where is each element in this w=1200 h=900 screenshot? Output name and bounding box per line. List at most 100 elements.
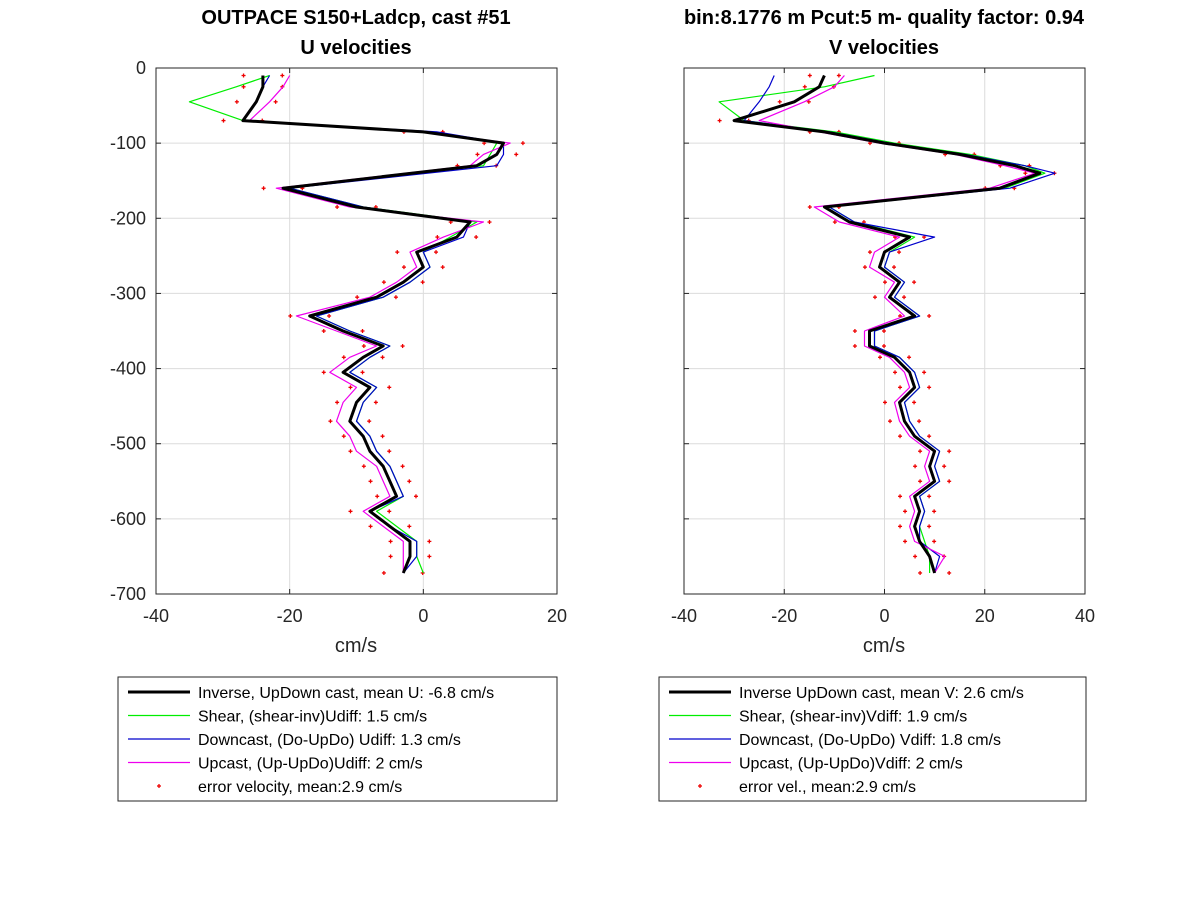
x-tick-label: 0	[879, 606, 889, 626]
error-point-low	[807, 73, 812, 78]
error-point-low	[777, 99, 782, 104]
left-legend: Inverse, UpDown cast, mean U: -6.8 cm/s S…	[117, 676, 558, 802]
right-subtitle: V velocities	[829, 37, 939, 59]
error-point-low	[335, 400, 340, 405]
error-point-high	[407, 479, 412, 484]
error-point-high	[912, 400, 917, 405]
error-point-high	[917, 419, 922, 424]
error-point-high	[912, 280, 917, 285]
error-point-high	[400, 344, 405, 349]
y-tick-label: 0	[136, 58, 146, 78]
y-tick-label: -300	[110, 283, 146, 303]
error-point-low	[368, 479, 373, 484]
error-point-high	[387, 509, 392, 514]
error-point-low	[395, 250, 400, 255]
error-point-low	[475, 152, 480, 157]
error-point-low	[435, 235, 440, 240]
y-tick-label: -500	[110, 434, 146, 454]
error-point-high	[407, 524, 412, 529]
error-point-high	[932, 509, 937, 514]
error-point-low	[872, 295, 877, 300]
error-point-high	[440, 265, 445, 270]
error-point-low	[361, 344, 366, 349]
legend-entry-label: Shear, (shear-inv)Vdiff: 1.9 cm/s	[739, 709, 967, 726]
legend-error-marker	[157, 784, 161, 788]
y-tick-label: -200	[110, 208, 146, 228]
x-tick-label: -20	[771, 606, 797, 626]
error-point-high	[881, 344, 886, 349]
error-point-high	[520, 141, 525, 146]
error-point-low	[355, 295, 360, 300]
left-grid	[155, 67, 558, 595]
legend-entry-label: Downcast, (Do-UpDo) Vdiff: 1.8 cm/s	[739, 732, 1001, 749]
error-point-low	[883, 280, 888, 285]
error-point-high	[947, 570, 952, 575]
right-series	[717, 73, 1057, 575]
error-point-low	[918, 479, 923, 484]
error-point-low	[221, 118, 226, 123]
downcast-series-line	[743, 75, 1056, 574]
inverse-series-line	[732, 74, 1042, 574]
error-point-low	[381, 280, 386, 285]
error-point-high	[902, 295, 907, 300]
error-point-high	[273, 99, 278, 104]
error-point-high	[434, 250, 439, 255]
error-point-low	[348, 449, 353, 454]
error-point-high	[360, 329, 365, 333]
y-tick-label: -100	[110, 133, 146, 153]
error-point-high	[927, 494, 932, 499]
error-point-low	[381, 570, 386, 575]
error-point-high	[947, 479, 952, 484]
legend-box	[117, 676, 558, 802]
legend-entry-label: error vel., mean:2.9 cm/s	[739, 779, 916, 796]
error-point-low	[341, 434, 346, 439]
left-x-ticks: -40 -20 0 20	[143, 68, 567, 626]
right-y-ticks	[684, 67, 1085, 595]
error-point-high	[400, 464, 405, 469]
x-tick-label: -20	[277, 606, 303, 626]
error-point-low	[717, 118, 722, 123]
right-x-ticks: -40 -20 0 20 40	[671, 68, 1095, 626]
error-point-low	[361, 464, 366, 469]
error-point-low	[898, 524, 903, 529]
error-point-low	[368, 524, 373, 529]
error-point-low	[241, 73, 246, 78]
upcast-series-line	[758, 75, 1036, 574]
error-point-high	[942, 464, 947, 469]
error-point-high	[836, 73, 841, 78]
u-velocity-panel: OUTPACE S150+Ladcp, cast #51 U velocitie…	[110, 7, 567, 802]
error-point-low	[328, 419, 333, 424]
left-y-ticks: 0 -100 -200 -300 -400 -500 -600 -700	[110, 58, 557, 604]
y-tick-label: -700	[110, 584, 146, 604]
x-tick-label: -40	[143, 606, 169, 626]
left-x-axis-label: cm/s	[335, 635, 377, 657]
error-point-low	[341, 355, 346, 360]
legend-entry-label: Shear, (shear-inv)Udiff: 1.5 cm/s	[198, 709, 427, 726]
error-point-low	[234, 99, 239, 104]
error-point-high	[373, 400, 378, 405]
x-tick-label: -40	[671, 606, 697, 626]
error-point-low	[241, 84, 246, 89]
upcast-series-line	[249, 75, 511, 573]
error-point-low	[898, 434, 903, 439]
error-velocity-series	[717, 73, 1057, 575]
error-point-high	[280, 73, 285, 78]
error-point-low	[852, 329, 857, 333]
error-point-low	[832, 220, 837, 225]
error-point-low	[867, 250, 872, 255]
error-point-high	[927, 434, 932, 439]
error-point-high	[413, 494, 418, 499]
error-point-high	[380, 355, 385, 360]
error-velocity-series	[221, 73, 525, 575]
error-point-low	[918, 449, 923, 454]
left-series	[188, 73, 525, 575]
error-point-low	[903, 539, 908, 544]
error-point-low	[388, 554, 393, 559]
x-tick-label: 20	[547, 606, 567, 626]
error-point-low	[877, 355, 882, 360]
error-point-low	[903, 509, 908, 514]
error-point-low	[852, 344, 857, 349]
error-point-low	[913, 554, 918, 559]
error-point-high	[947, 449, 952, 454]
error-point-high	[387, 385, 392, 390]
